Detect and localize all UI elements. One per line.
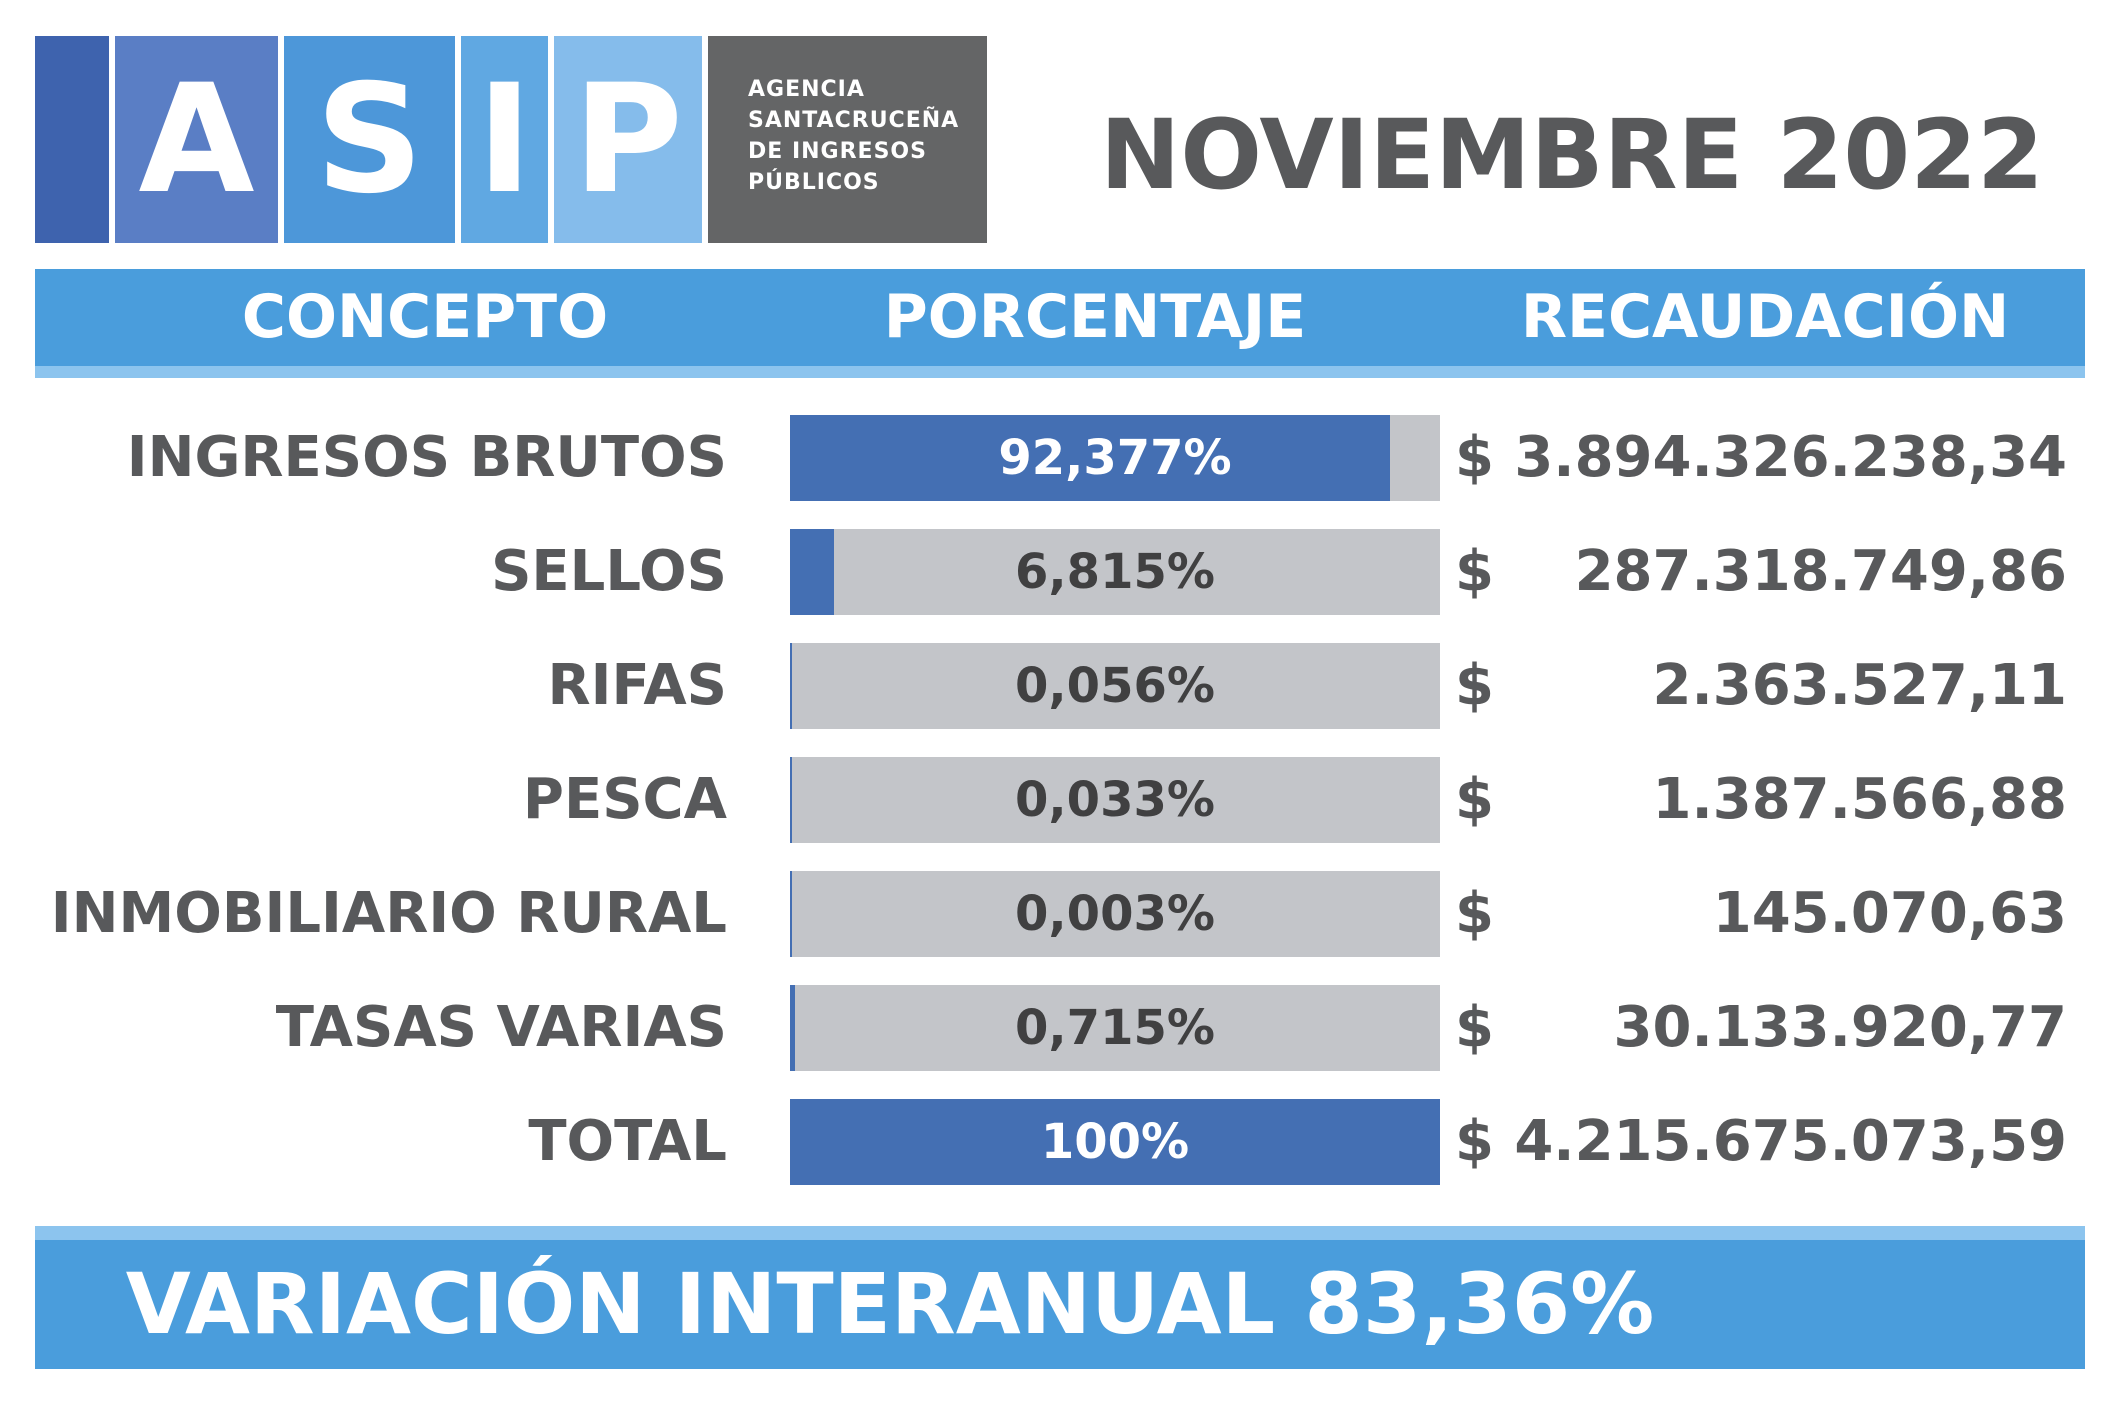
table-row: SELLOS 6,815% $287.318.749,86	[0, 529, 2117, 615]
bar-fill	[790, 1099, 1440, 1185]
row-concept: PESCA	[522, 767, 727, 832]
agency-line-1: AGENCIA	[748, 77, 865, 102]
row-amount: 3.894.326.238,34	[1514, 425, 2067, 490]
currency-symbol: $	[1455, 1109, 1494, 1174]
footer-band: VARIACIÓN INTERANUAL 83,36%	[35, 1226, 2085, 1369]
currency-symbol: $	[1455, 881, 1494, 946]
bar-fill	[790, 529, 835, 615]
bar-value-label: 92,377%	[998, 430, 1232, 486]
period-title: NOVIEMBRE 2022	[1100, 99, 2044, 211]
table-row: TOTAL 100% $4.215.675.073,59	[0, 1099, 2117, 1185]
asip-logo: A S I P AGENCIA SANTACRUCEÑA DE INGRESOS…	[35, 36, 987, 243]
row-amount: 4.215.675.073,59	[1514, 1109, 2067, 1174]
bar-track: 100%	[790, 1099, 1440, 1185]
bar-value-label: 6,815%	[1015, 544, 1215, 600]
row-concept: SELLOS	[491, 539, 727, 604]
row-concept: INMOBILIARIO RURAL	[50, 881, 727, 946]
bar-track: 0,715%	[790, 985, 1440, 1071]
table-row: INMOBILIARIO RURAL 0,003% $145.070,63	[0, 871, 2117, 957]
currency-symbol: $	[1455, 425, 1494, 490]
bar-fill	[790, 643, 792, 729]
bar-track: 0,033%	[790, 757, 1440, 843]
table-row: TASAS VARIAS 0,715% $30.133.920,77	[0, 985, 2117, 1071]
bar-value-label: 100%	[1040, 1114, 1190, 1170]
header-underline	[35, 366, 2085, 378]
currency-symbol: $	[1455, 539, 1494, 604]
header-collection: RECAUDACIÓN	[1520, 282, 2010, 352]
row-concept: TASAS VARIAS	[275, 995, 727, 1060]
logo-letter-s: S	[284, 36, 455, 243]
logo-letter-i: I	[461, 36, 548, 243]
bar-value-label: 0,056%	[1015, 658, 1215, 714]
bar-track: 92,377%	[790, 415, 1440, 501]
footer-overline	[35, 1226, 2085, 1240]
currency-symbol: $	[1455, 767, 1494, 832]
row-amount: 287.318.749,86	[1574, 539, 2067, 604]
logo-letter-a: A	[115, 36, 278, 243]
agency-line-4: PÚBLICOS	[748, 170, 880, 195]
header-percentage: PORCENTAJE	[883, 282, 1307, 352]
agency-line-3: DE INGRESOS	[748, 139, 927, 164]
table-row: INGRESOS BRUTOS 92,377% $3.894.326.238,34	[0, 415, 2117, 501]
row-concept: INGRESOS BRUTOS	[126, 425, 727, 490]
row-amount: 145.070,63	[1712, 881, 2067, 946]
row-amount: 30.133.920,77	[1613, 995, 2067, 1060]
row-amount: 1.387.566,88	[1652, 767, 2067, 832]
logo-letter-p: P	[554, 36, 702, 243]
bar-track: 6,815%	[790, 529, 1440, 615]
currency-symbol: $	[1455, 653, 1494, 718]
bar-fill	[790, 757, 792, 843]
table-row: PESCA 0,033% $1.387.566,88	[0, 757, 2117, 843]
bar-fill	[790, 415, 1391, 501]
table-header: CONCEPTO PORCENTAJE RECAUDACIÓN	[35, 269, 2085, 378]
agency-line-2: SANTACRUCEÑA	[748, 108, 960, 133]
bar-value-label: 0,715%	[1015, 1000, 1215, 1056]
table-row: RIFAS 0,056% $2.363.527,11	[0, 643, 2117, 729]
currency-symbol: $	[1455, 995, 1494, 1060]
agency-name: AGENCIA SANTACRUCEÑA DE INGRESOS PÚBLICO…	[748, 74, 959, 198]
bar-track: 0,003%	[790, 871, 1440, 957]
bar-track: 0,056%	[790, 643, 1440, 729]
year-over-year-variation: VARIACIÓN INTERANUAL 83,36%	[125, 1255, 1655, 1353]
row-concept: TOTAL	[528, 1109, 727, 1174]
logo-agency-block: AGENCIA SANTACRUCEÑA DE INGRESOS PÚBLICO…	[708, 36, 987, 243]
bar-value-label: 0,033%	[1015, 772, 1215, 828]
bar-value-label: 0,003%	[1015, 886, 1215, 942]
row-amount: 2.363.527,11	[1652, 653, 2067, 718]
bar-fill	[790, 871, 792, 957]
logo-block	[35, 36, 109, 243]
row-concept: RIFAS	[547, 653, 727, 718]
bar-fill	[790, 985, 795, 1071]
header-concept: CONCEPTO	[241, 282, 609, 352]
